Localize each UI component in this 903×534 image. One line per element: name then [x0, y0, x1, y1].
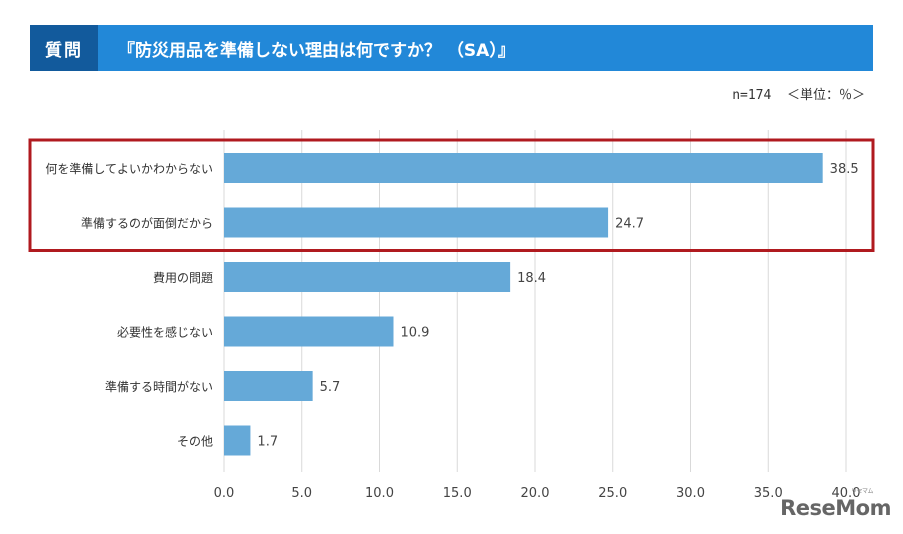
bar	[224, 262, 511, 292]
x-tick-label: 15.0	[443, 486, 472, 501]
value-label: 18.4	[517, 271, 546, 286]
tick-labels: 0.0 5.0 10.0 15.0 20.0 25.0 30.0 35.0 40.0	[214, 486, 861, 501]
resemom-logo: ReseMom リセマム	[780, 488, 891, 520]
value-label: 24.7	[615, 217, 644, 232]
value-label: 38.5	[830, 162, 859, 177]
category-label: 何を準備してよいかわからない	[45, 161, 213, 176]
category-label: 準備するのが面倒だから	[81, 216, 213, 231]
category-label: その他	[177, 435, 213, 449]
category-labels: 何を準備してよいかわからない準備するのが面倒だから費用の問題必要性を感じない準備…	[45, 161, 213, 449]
value-label: 1.7	[257, 435, 278, 450]
value-label: 5.7	[320, 380, 341, 395]
x-tick-label: 20.0	[521, 486, 550, 501]
highlight-box	[28, 138, 875, 252]
bar	[224, 371, 313, 401]
bar	[224, 207, 609, 238]
question-tag: 質問	[30, 25, 98, 71]
question-title: 『防災用品を準備しない理由は何ですか？ （SA）』	[118, 40, 515, 61]
logo-text: ReseMom	[780, 496, 891, 520]
x-tick-label: 25.0	[598, 486, 627, 501]
category-label: 必要性を感じない	[117, 325, 213, 340]
x-tick-label: 35.0	[754, 486, 783, 501]
category-label: 費用の問題	[153, 270, 213, 285]
sample-size-note: n=174 ＜単位：％＞	[732, 88, 865, 103]
value-label: 10.9	[400, 326, 429, 341]
x-tick-label: 10.0	[365, 486, 394, 501]
bar	[224, 425, 251, 456]
bar	[224, 316, 394, 347]
x-tick-label: 40.0	[832, 486, 861, 501]
x-tick-label: 5.0	[291, 486, 312, 501]
bars	[224, 153, 823, 456]
category-label: 準備する時間がない	[105, 379, 213, 394]
x-tick-label: 0.0	[214, 486, 235, 501]
question-header: 質問 『防災用品を準備しない理由は何ですか？ （SA）』	[30, 25, 873, 71]
bar	[224, 153, 823, 183]
logo-subtext: リセマム	[850, 488, 874, 495]
x-tick-label: 30.0	[676, 486, 705, 501]
gridlines	[223, 130, 847, 472]
value-labels: 38.5 24.7 18.4 10.9 5.7 1.7	[257, 162, 858, 450]
